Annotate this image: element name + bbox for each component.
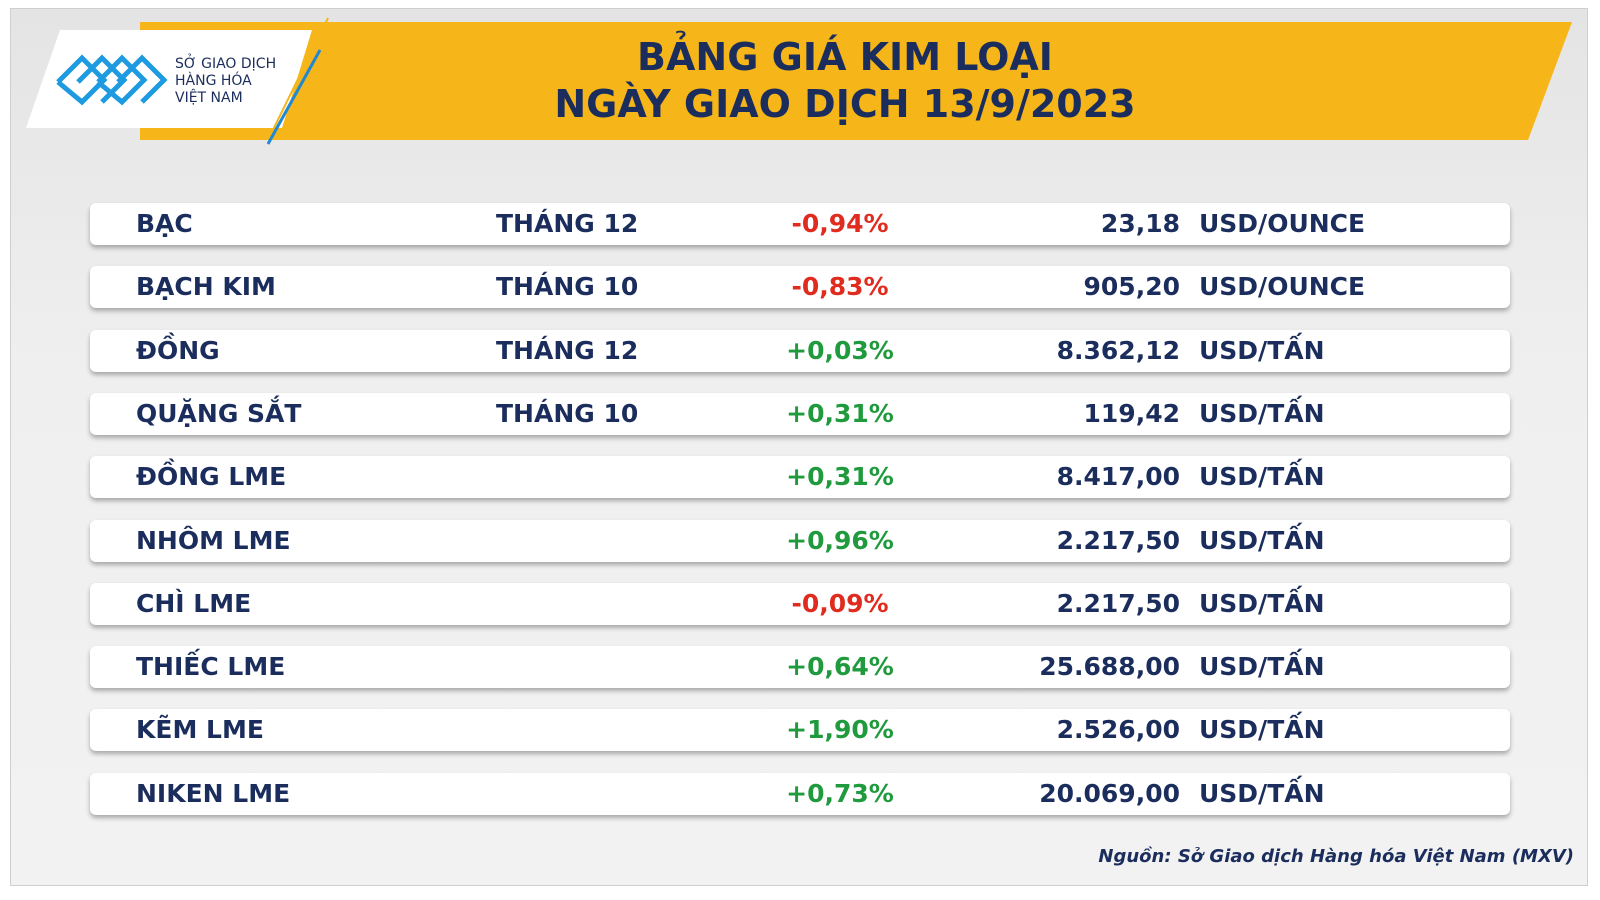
unit: USD/TẤN	[1199, 652, 1325, 682]
item-name: BẠCH KIM	[136, 272, 276, 302]
change: +0,64%	[786, 652, 894, 682]
table-row: ĐỒNG THÁNG 12 +0,03% 8.362,12 USD/TẤN	[90, 329, 1510, 372]
table-row: ĐỒNG LME +0,31% 8.417,00 USD/TẤN	[90, 456, 1510, 499]
change: -0,83%	[791, 272, 889, 302]
price: 2.217,50	[1056, 525, 1180, 555]
contract-month: THÁNG 12	[496, 335, 639, 365]
table-row: BẠCH KIM THÁNG 10 -0,83% 905,20 USD/OUNCE	[90, 266, 1510, 309]
item-name: CHÌ LME	[136, 588, 252, 618]
banner	[26, 17, 1572, 145]
change: -0,09%	[791, 588, 889, 618]
source: Nguồn: Sở Giao dịch Hàng hóa Việt Nam (M…	[1098, 846, 1574, 867]
unit: USD/TẤN	[1199, 462, 1325, 492]
logo-line: SỞ GIAO DỊCH	[175, 56, 277, 72]
change: +0,31%	[786, 398, 894, 428]
item-name: BẠC	[136, 209, 193, 238]
table-row: THIẾC LME +0,64% 25.688,00 USD/TẤN	[90, 646, 1510, 689]
unit: USD/TẤN	[1199, 398, 1325, 428]
unit: USD/OUNCE	[1199, 272, 1366, 302]
item-name: ĐỒNG	[136, 335, 220, 365]
item-name: KẼM LME	[136, 715, 264, 745]
change: +0,73%	[786, 778, 894, 808]
title-line: NGÀY GIAO DỊCH 13/9/2023	[554, 82, 1136, 126]
price: 8.417,00	[1056, 462, 1180, 492]
contract-month: THÁNG 10	[496, 272, 639, 302]
item-name: NIKEN LME	[136, 778, 291, 808]
price: 23,18	[1100, 209, 1180, 238]
unit: USD/TẤN	[1199, 715, 1325, 745]
unit: USD/OUNCE	[1199, 209, 1366, 238]
item-name: ĐỒNG LME	[136, 462, 287, 492]
table-row: NHÔM LME +0,96% 2.217,50 USD/TẤN	[90, 519, 1510, 562]
change: -0,94%	[791, 209, 889, 238]
price: 905,20	[1083, 272, 1180, 302]
change: +0,31%	[786, 462, 894, 492]
unit: USD/TẤN	[1199, 778, 1325, 808]
contract-month: THÁNG 10	[496, 398, 639, 428]
price: 2.526,00	[1056, 715, 1180, 745]
item-name: THIẾC LME	[136, 652, 286, 682]
change: +0,03%	[786, 335, 894, 365]
price: 20.069,00	[1039, 778, 1180, 808]
table-row: CHÌ LME -0,09% 2.217,50 USD/TẤN	[90, 582, 1510, 625]
contract-month: THÁNG 12	[496, 209, 639, 238]
table-row: KẼM LME +1,90% 2.526,00 USD/TẤN	[90, 709, 1510, 752]
logo-text: SỞ GIAO DỊCH HÀNG HÓA VIỆT NAM	[175, 56, 276, 107]
table-row: BẠC THÁNG 12 -0,94% 23,18 USD/OUNCE	[90, 203, 1510, 245]
change: +0,96%	[786, 525, 894, 555]
unit: USD/TẤN	[1199, 525, 1325, 555]
unit: USD/TẤN	[1199, 588, 1325, 618]
price: 119,42	[1083, 398, 1180, 428]
logo-line: VIỆT NAM	[175, 90, 243, 106]
price: 25.688,00	[1039, 652, 1180, 682]
title: BẢNG GIÁ KIM LOẠI NGÀY GIAO DỊCH 13/9/202…	[545, 34, 1145, 128]
table-row: QUẶNG SẮT THÁNG 10 +0,31% 119,42 USD/TẤN	[90, 392, 1510, 435]
title-line: BẢNG GIÁ KIM LOẠI	[637, 35, 1053, 79]
logo-line: HÀNG HÓA	[175, 73, 252, 89]
item-name: NHÔM LME	[136, 525, 291, 555]
item-name: QUẶNG SẮT	[136, 398, 302, 428]
price: 2.217,50	[1056, 588, 1180, 618]
table-row: NIKEN LME +0,73% 20.069,00 USD/TẤN	[90, 772, 1510, 815]
unit: USD/TẤN	[1199, 335, 1325, 365]
price: 8.362,12	[1056, 335, 1180, 365]
change: +1,90%	[786, 715, 894, 745]
